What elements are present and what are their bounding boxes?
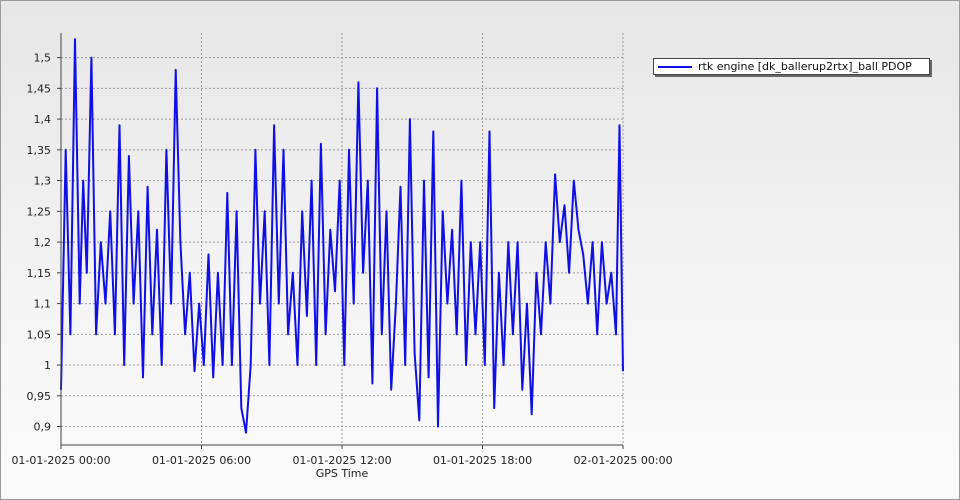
legend-swatch bbox=[658, 65, 692, 68]
y-tick-label: 1,3 bbox=[34, 175, 52, 188]
x-tick-label: 01-01-2025 18:00 bbox=[433, 454, 532, 467]
y-tick-label: 1,15 bbox=[27, 267, 52, 280]
x-axis-ticks: 01-01-2025 00:00 01-01-2025 06:00 01-01-20… bbox=[11, 445, 673, 467]
y-tick-label: 1,25 bbox=[27, 205, 52, 218]
y-tick-label: 1 bbox=[44, 359, 51, 372]
y-tick-label: 1,5 bbox=[34, 52, 52, 65]
y-tick-label: 1,1 bbox=[34, 298, 52, 311]
y-axis-ticks: 0,9 0,95 1 1,05 1,1 1,15 1,2 1,25 1,3 1,35 1,4 1,45… bbox=[27, 52, 61, 434]
y-tick-label: 1,45 bbox=[27, 82, 52, 95]
y-tick-label: 0,95 bbox=[27, 390, 52, 403]
y-tick-label: 1,35 bbox=[27, 144, 52, 157]
x-axis-title: GPS Time bbox=[316, 467, 369, 480]
y-tick-label: 1,05 bbox=[27, 328, 52, 341]
x-tick-label: 02-01-2025 00:00 bbox=[573, 454, 672, 467]
chart-legend: rtk engine [dk_ballerup2rtx]_ball PDOP bbox=[653, 58, 930, 75]
y-tick-label: 1,4 bbox=[34, 113, 52, 126]
series-line-pdop bbox=[60, 38, 624, 434]
y-tick-label: 0,9 bbox=[34, 421, 52, 434]
x-tick-label: 01-01-2025 12:00 bbox=[292, 454, 391, 467]
legend-series-label: rtk engine [dk_ballerup2rtx]_ball PDOP bbox=[698, 60, 912, 73]
y-tick-label: 1,2 bbox=[34, 236, 52, 249]
x-tick-label: 01-01-2025 00:00 bbox=[11, 454, 110, 467]
x-tick-label: 01-01-2025 06:00 bbox=[152, 454, 251, 467]
